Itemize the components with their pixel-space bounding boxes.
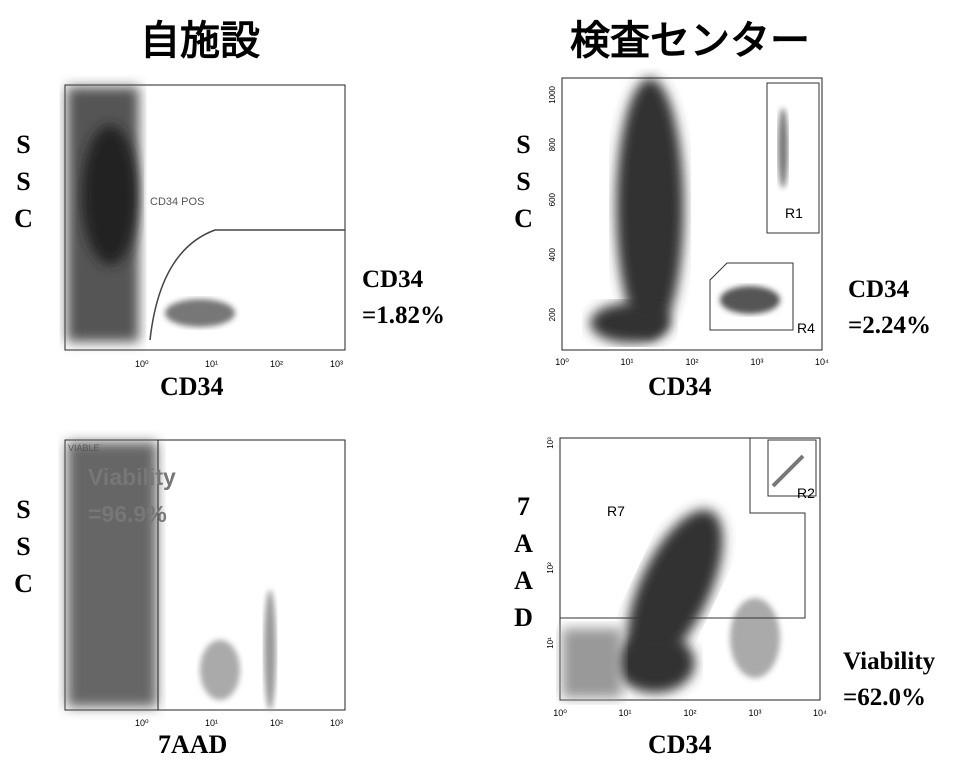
population [590, 303, 670, 343]
population [67, 442, 157, 707]
x-tick: 10³ [750, 357, 763, 367]
plot: VIABLE Viability =96.9% 10⁰ 10¹ 10² 10³ [64, 439, 346, 728]
x-tick: 10³ [748, 708, 761, 718]
y-tick: 800 [548, 137, 557, 151]
header: 自施設 [140, 17, 260, 64]
y-tick: 10³ [546, 437, 555, 449]
x-tick: 10² [685, 357, 698, 367]
result-name: Viability [843, 648, 936, 675]
y-tick: 400 [548, 247, 557, 261]
y-label: SSC [509, 130, 538, 241]
x-tick: 10⁴ [815, 357, 829, 367]
gate [767, 439, 817, 497]
gate [709, 262, 794, 331]
x-tick: 10² [683, 708, 696, 718]
result: CD34 =1.82% [362, 262, 445, 334]
gate [766, 82, 820, 234]
y-tick: 600 [548, 192, 557, 206]
y-label: SSC [9, 495, 38, 606]
region-label: R2 [797, 485, 815, 501]
result-name: Viability [88, 464, 176, 490]
x-tick: 10¹ [618, 708, 631, 718]
result-value: =2.24% [848, 312, 931, 339]
population [264, 590, 276, 710]
header: 検査センター [570, 17, 810, 64]
region-label: R1 [785, 205, 803, 221]
y-tick: 1000 [548, 85, 557, 103]
gate [560, 438, 806, 619]
result-name: CD34 [362, 266, 424, 293]
x-tick: 10¹ [620, 357, 633, 367]
gate-label: VIABLE [68, 443, 100, 453]
population [616, 78, 684, 338]
population [730, 598, 780, 678]
x-label: CD34 [648, 730, 712, 759]
x-label: CD34 [648, 372, 712, 401]
population [82, 125, 138, 265]
x-label: 7AAD [158, 730, 228, 759]
gate-label: CD34 POS [150, 196, 204, 208]
x-tick: 10⁰ [135, 359, 149, 369]
result-name: CD34 [848, 276, 910, 303]
plot: R7 R2 10¹ 10² 10³ 10⁰ 10¹ 10² 10³ 10⁴ [546, 437, 827, 718]
x-tick: 10⁰ [135, 718, 149, 728]
result: CD34 =2.24% [848, 272, 931, 344]
x-tick: 10³ [330, 359, 343, 369]
frame [561, 77, 823, 351]
population [778, 108, 788, 188]
x-tick: 10⁴ [813, 708, 827, 718]
y-tick: 10¹ [546, 637, 555, 649]
region-label: R7 [607, 503, 625, 519]
plot: CD34 POS 10⁰ 10¹ 10² 10³ [64, 84, 346, 369]
y-tick: 10² [546, 562, 555, 574]
result-value: =96.9% [88, 501, 167, 527]
x-label: CD34 [160, 372, 224, 401]
population [615, 633, 695, 693]
x-tick: 10⁰ [555, 357, 569, 367]
population [562, 628, 622, 698]
result-value: =1.82% [362, 302, 445, 329]
gate [149, 229, 345, 341]
y-label: SSC [9, 130, 38, 241]
y-tick: 200 [548, 307, 557, 321]
population [627, 509, 723, 667]
result-value: =62.0% [843, 684, 926, 711]
population [771, 454, 805, 488]
population [200, 640, 240, 700]
x-tick: 10³ [330, 718, 343, 728]
population [720, 286, 780, 314]
x-tick: 10² [270, 718, 283, 728]
result: Viability =62.0% [843, 644, 935, 716]
x-tick: 10¹ [205, 718, 218, 728]
x-tick: 10¹ [205, 359, 218, 369]
region-label: R4 [797, 320, 815, 336]
population [165, 299, 235, 327]
x-tick: 10⁰ [553, 708, 567, 718]
y-label: 7AAD [509, 492, 538, 640]
plot: R1 R4 200 400 600 800 1000 10⁰ 10¹ 10² 1… [548, 77, 829, 367]
x-tick: 10² [270, 359, 283, 369]
